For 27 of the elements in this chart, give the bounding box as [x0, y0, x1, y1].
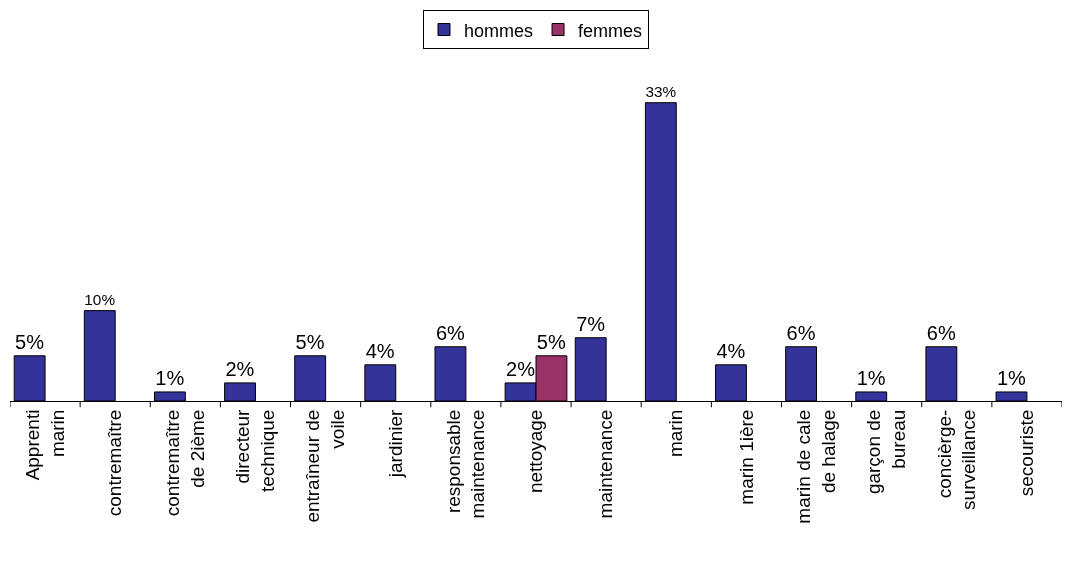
x-tick-label: entraîneur de voile: [302, 409, 349, 523]
x-tick-label: jardinier: [384, 408, 406, 479]
data-label: 6%: [786, 321, 816, 344]
data-label: 1%: [155, 366, 185, 389]
x-tick-label: marin: [665, 409, 687, 458]
data-label: 5%: [536, 330, 566, 353]
data-label: 1%: [856, 366, 886, 389]
x-tick-label: marin 1ière: [735, 409, 757, 505]
data-label: 2%: [506, 357, 536, 380]
data-label: 33%: [645, 82, 677, 100]
legend-label: femmes: [578, 20, 643, 41]
x-tick-label: maintenance: [595, 409, 617, 519]
data-label: 10%: [84, 290, 116, 308]
x-tick-label: contremaître: [104, 409, 126, 517]
data-label: 6%: [435, 321, 465, 344]
data-label: 5%: [295, 330, 325, 353]
x-tick-label: Apprenti marin: [21, 409, 68, 481]
data-label: 1%: [996, 366, 1027, 389]
x-tick-label: secouriste: [1016, 409, 1038, 497]
data-label: 4%: [365, 339, 395, 362]
legend-label: hommes: [464, 20, 534, 41]
data-label: 2%: [225, 357, 255, 380]
data-label: 4%: [716, 339, 746, 362]
data-label: 6%: [926, 321, 956, 344]
data-label: 5%: [15, 330, 45, 353]
data-label: 7%: [576, 312, 606, 335]
x-tick-label: nettoyage: [525, 409, 547, 494]
